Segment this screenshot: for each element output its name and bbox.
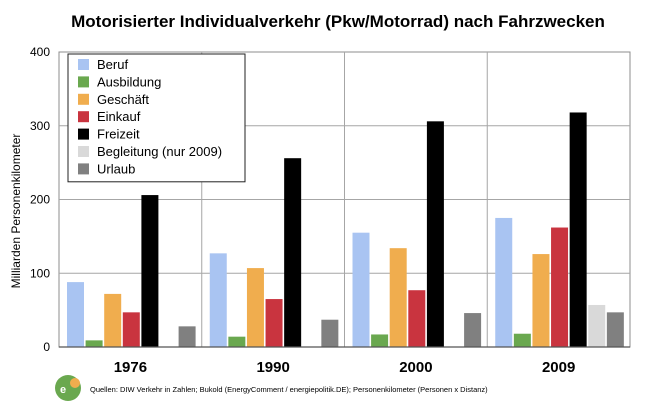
bar-3-3 (389, 248, 407, 347)
y-tick-label: 100 (30, 266, 50, 280)
legend-swatch (78, 93, 89, 105)
x-tick-label: 2000 (399, 359, 432, 376)
bar-2-5 (284, 158, 302, 347)
bar-4-2 (513, 333, 531, 347)
logo-letter: e (60, 384, 66, 396)
plot-area: 0 100 200 300 400 1976 1990 2000 2009 (30, 45, 631, 376)
bar-3-1 (352, 232, 370, 347)
bar-3-5 (426, 121, 444, 347)
bar-4-4 (551, 227, 569, 347)
legend-label: Beruf (97, 57, 128, 72)
legend-label: Urlaub (97, 161, 135, 176)
bar-4-7 (606, 312, 624, 347)
legend-swatch (78, 163, 89, 175)
legend-swatch (78, 146, 89, 157)
legend-label: Freizeit (97, 127, 140, 142)
bar-4-5 (569, 112, 587, 347)
bar-1-2 (85, 340, 103, 347)
y-tick-label: 400 (30, 45, 50, 59)
legend: Beruf Ausbildung Geschäft Einkauf Freizeit Be… (67, 53, 246, 183)
bar-1-3 (104, 293, 122, 347)
chart-title: Motorisierter Individualverkehr (Pkw/Mot… (71, 12, 605, 31)
logo-accent-icon (70, 378, 80, 388)
bar-1-5 (141, 195, 159, 347)
bar-1-4 (122, 312, 140, 347)
legend-label: Begleitung (nur 2009) (97, 144, 222, 159)
legend-box (67, 53, 246, 183)
bar-3-2 (371, 334, 389, 347)
y-tick-label: 300 (30, 119, 50, 133)
y-axis-label: Milliarden Personenkilometer (9, 134, 23, 289)
bar-1-1 (67, 282, 84, 347)
y-tick-label: 0 (43, 340, 50, 354)
bar-4-1 (495, 217, 513, 347)
legend-swatch (78, 59, 89, 70)
legend-swatch (78, 111, 89, 123)
source-text: Quellen: DIW Verkehr in Zahlen; Bukold (… (90, 385, 488, 394)
bar-2-1 (209, 253, 227, 347)
bar-1-7 (178, 326, 196, 347)
legend-swatch (78, 128, 89, 140)
y-tick-label: 200 (30, 193, 50, 207)
legend-label: Einkauf (97, 109, 141, 124)
x-tick-label: 1990 (256, 359, 289, 376)
legend-swatch (78, 76, 89, 88)
bar-3-7 (464, 313, 482, 347)
bar-4-6 (588, 304, 606, 347)
x-tick-label: 1976 (114, 359, 147, 376)
bar-2-3 (246, 268, 264, 347)
bar-2-7 (321, 319, 339, 347)
legend-label: Ausbildung (97, 74, 161, 89)
legend-label: Geschäft (97, 92, 149, 107)
bar-4-3 (532, 254, 550, 347)
footer: e Quellen: DIW Verkehr in Zahlen; Bukold… (55, 375, 488, 401)
x-tick-label: 2009 (542, 359, 575, 376)
bar-2-2 (228, 336, 246, 347)
bar-2-4 (265, 299, 283, 347)
bar-3-4 (408, 290, 426, 347)
